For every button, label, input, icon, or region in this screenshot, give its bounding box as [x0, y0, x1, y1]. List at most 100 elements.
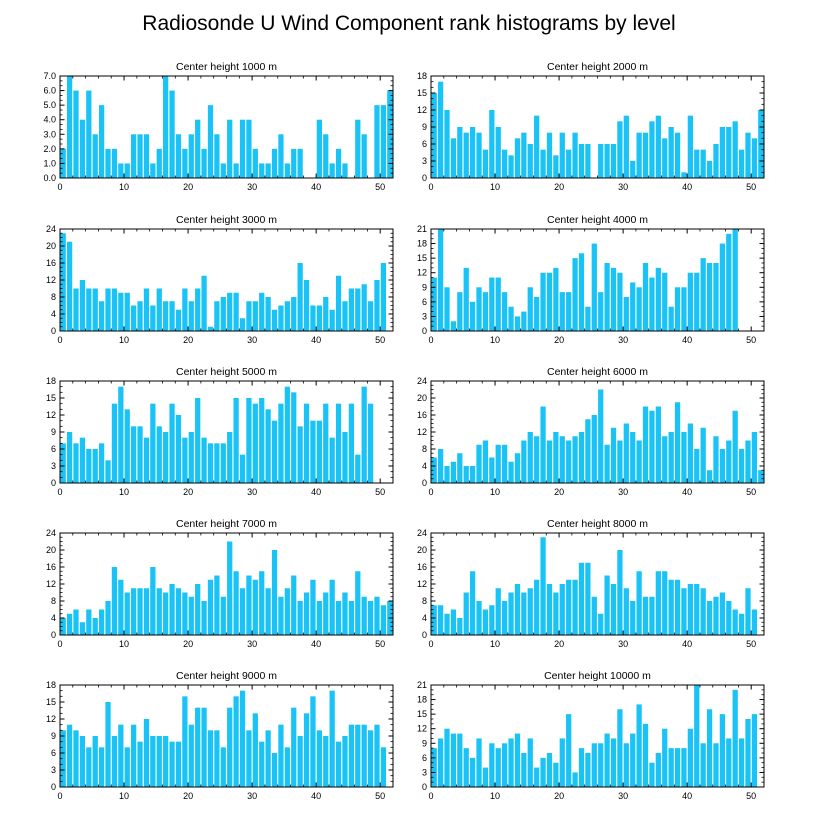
bar: [591, 415, 597, 483]
x-tick-label: 40: [311, 335, 321, 345]
bar: [291, 148, 297, 178]
bar: [706, 161, 713, 178]
bar: [700, 588, 706, 635]
bar: [291, 575, 297, 635]
bar: [86, 288, 92, 331]
bar: [559, 584, 565, 635]
x-tick-label: 30: [247, 791, 257, 801]
bar: [124, 163, 130, 178]
bar: [227, 541, 233, 635]
bar: [687, 115, 693, 178]
bar: [694, 584, 700, 635]
y-tick-label: 0: [422, 326, 427, 336]
bar: [329, 437, 335, 483]
bar: [694, 685, 700, 787]
bar: [591, 243, 597, 331]
y-tick-label: 3: [422, 767, 427, 777]
bar: [540, 537, 546, 635]
y-tick-label: 9: [422, 282, 427, 292]
bar: [150, 305, 156, 331]
bar: [323, 592, 329, 635]
bar: [642, 132, 649, 178]
bar: [169, 90, 175, 178]
bar: [463, 748, 469, 787]
bar: [233, 292, 239, 331]
bar: [649, 762, 655, 787]
bar: [502, 292, 508, 331]
bar: [86, 747, 92, 787]
bar: [534, 579, 540, 635]
bar: [99, 747, 105, 787]
y-tick-label: 0: [422, 478, 427, 488]
bar: [201, 601, 207, 635]
y-tick-label: 0: [51, 326, 56, 336]
bar: [668, 432, 674, 483]
y-tick-label: 9: [422, 738, 427, 748]
bar: [335, 601, 342, 635]
bar: [662, 138, 668, 178]
bar: [278, 305, 284, 331]
x-tick-label: 10: [119, 791, 129, 801]
bar: [450, 733, 457, 787]
bar: [348, 601, 354, 635]
bar: [674, 287, 681, 331]
x-tick-label: 20: [183, 791, 193, 801]
panel-title: Center height 4000 m: [547, 214, 648, 226]
x-tick-label: 40: [682, 639, 692, 649]
bar: [738, 738, 745, 787]
bar: [636, 704, 642, 787]
bar: [649, 596, 655, 635]
bar: [642, 406, 649, 483]
bar: [355, 288, 361, 331]
x-tick-label: 30: [247, 182, 257, 192]
bar: [636, 132, 642, 178]
x-tick-label: 30: [247, 335, 257, 345]
bar: [694, 149, 700, 178]
bar: [604, 144, 610, 178]
bar: [79, 736, 86, 787]
bar: [239, 119, 246, 178]
x-tick-label: 0: [428, 182, 433, 192]
bar: [182, 437, 188, 483]
bar: [323, 297, 329, 331]
bar: [246, 301, 252, 331]
bar: [316, 601, 322, 635]
bar: [182, 696, 188, 787]
bar: [118, 724, 124, 787]
bar: [60, 730, 66, 787]
bar: [201, 275, 207, 331]
bar: [636, 287, 642, 331]
bar: [380, 105, 387, 178]
bar: [124, 592, 130, 635]
bar: [674, 748, 681, 787]
panels-container: Center height 1000 m 0.0 1.0 2.0 3.0 4.0 5.0 6.…: [43, 61, 765, 801]
bar: [105, 702, 111, 787]
bar: [431, 605, 437, 635]
bar: [546, 753, 553, 787]
y-tick-label: 6: [51, 748, 56, 758]
y-tick-label: 4: [51, 613, 56, 623]
x-tick-label: 50: [375, 639, 385, 649]
bar: [751, 714, 758, 787]
bar: [610, 267, 617, 331]
bar: [111, 148, 118, 178]
y-tick-label: 20: [46, 545, 56, 555]
bar: [700, 149, 706, 178]
bar: [540, 149, 546, 178]
y-tick-label: 24: [417, 528, 427, 538]
bar: [482, 609, 489, 635]
bar: [470, 571, 476, 635]
x-tick-label: 0: [428, 791, 433, 801]
x-tick-label: 40: [682, 335, 692, 345]
bar: [598, 389, 604, 483]
bar: [463, 466, 469, 483]
bar: [335, 741, 342, 787]
y-tick-label: 6: [422, 297, 427, 307]
bar: [374, 105, 380, 178]
y-tick-label: 20: [417, 393, 427, 403]
bar: [706, 470, 713, 483]
bar: [380, 263, 387, 331]
x-tick-label: 10: [490, 335, 500, 345]
bar: [118, 292, 124, 331]
